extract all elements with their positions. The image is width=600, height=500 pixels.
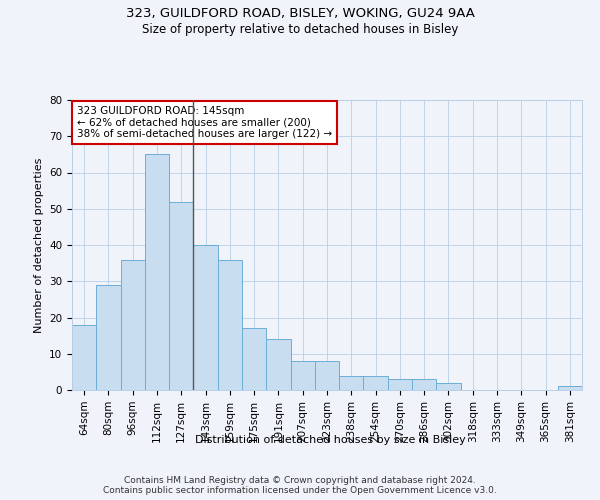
Bar (96, 285, 121, 390)
Bar (218, 260, 242, 390)
Y-axis label: Number of detached properties: Number of detached properties (34, 158, 44, 332)
Bar (339, 376, 364, 390)
Bar (436, 383, 461, 390)
Bar (145, 154, 169, 390)
Text: Size of property relative to detached houses in Bisley: Size of property relative to detached ho… (142, 22, 458, 36)
Bar (290, 361, 315, 390)
Bar (315, 361, 339, 390)
Bar (412, 379, 436, 390)
Bar (364, 376, 388, 390)
Bar (193, 245, 218, 390)
Text: 323, GUILDFORD ROAD, BISLEY, WOKING, GU24 9AA: 323, GUILDFORD ROAD, BISLEY, WOKING, GU2… (125, 8, 475, 20)
Bar (121, 260, 145, 390)
Bar (558, 386, 582, 390)
Bar (388, 379, 412, 390)
Text: Contains HM Land Registry data © Crown copyright and database right 2024.
Contai: Contains HM Land Registry data © Crown c… (103, 476, 497, 495)
Text: 323 GUILDFORD ROAD: 145sqm
← 62% of detached houses are smaller (200)
38% of sem: 323 GUILDFORD ROAD: 145sqm ← 62% of deta… (77, 106, 332, 139)
Bar (266, 339, 290, 390)
Bar (72, 325, 96, 390)
Bar (242, 328, 266, 390)
Bar (169, 202, 193, 390)
Text: Distribution of detached houses by size in Bisley: Distribution of detached houses by size … (194, 435, 466, 445)
